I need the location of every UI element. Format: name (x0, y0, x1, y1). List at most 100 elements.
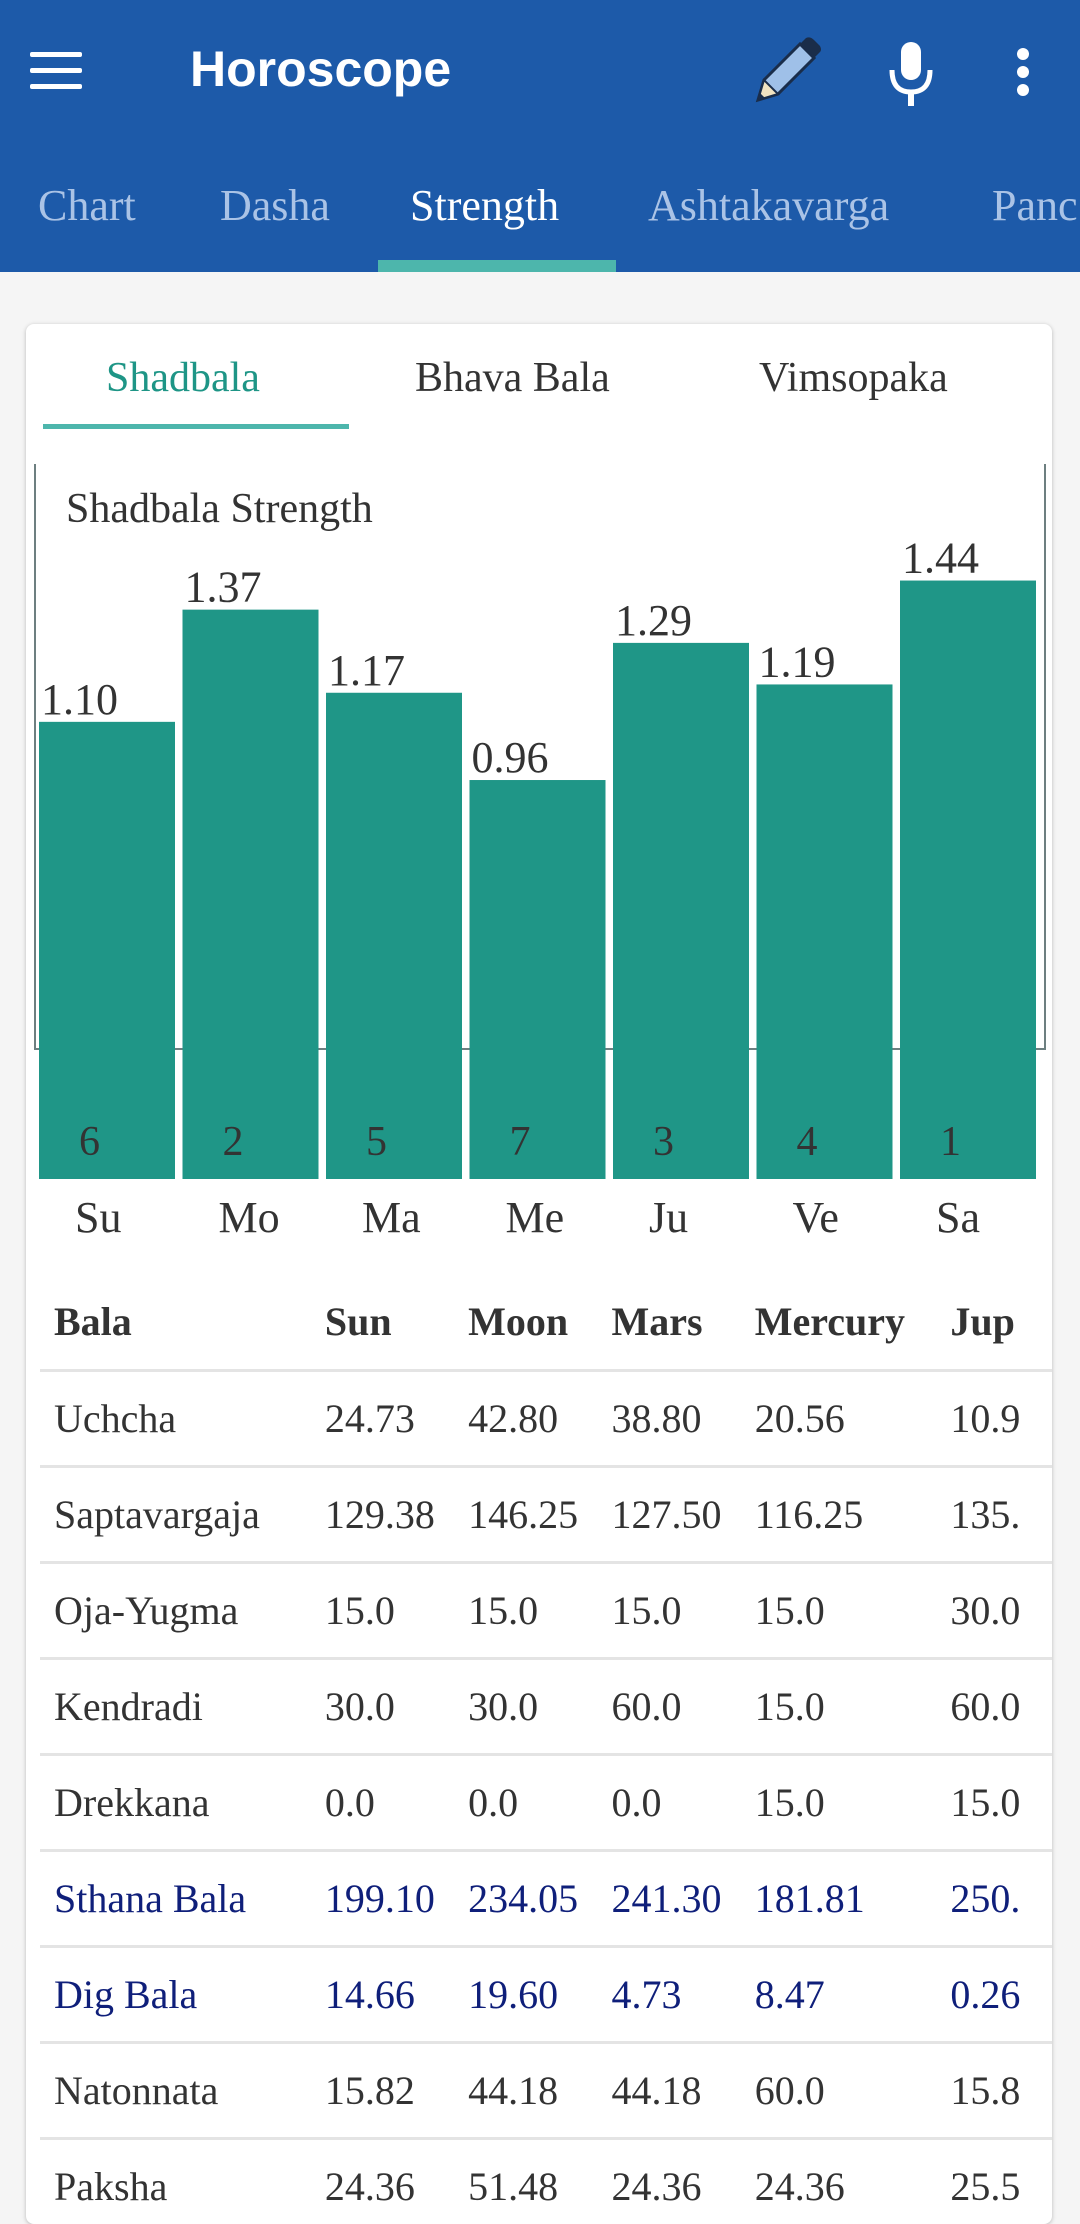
table-row: Saptavargaja 129.38 146.25 127.50 116.25 135. (40, 1466, 1052, 1564)
table-cell: 0.0 (597, 1754, 741, 1852)
table-cell: 24.73 (310, 1370, 455, 1468)
table-cell: 15.0 (597, 1562, 741, 1660)
shadbala-chart: Shadbala Strength 1.10 6 Su 1.37 2 Mo 1.17 5 Ma 0… (34, 464, 1046, 1242)
table-cell: 30.0 (454, 1658, 598, 1756)
bar-rank-label: 7 (510, 1119, 531, 1165)
table-cell: 0.0 (454, 1754, 598, 1852)
column-header: Mars (597, 1274, 741, 1372)
tab-panchang[interactable]: Panc (992, 181, 1078, 230)
subtab-vimsopaka[interactable]: Vimsopaka (759, 355, 948, 401)
bar-ma (326, 692, 462, 1179)
bar-rank-label: 5 (366, 1119, 387, 1165)
tab-indicator (378, 260, 616, 272)
x-tick-label: Mo (219, 1193, 280, 1242)
table-cell: 8.47 (740, 1946, 937, 2044)
row-label: Kendradi (40, 1658, 311, 1756)
table-cell: 14.66 (310, 1946, 455, 2044)
bar-value-label: 1.37 (185, 563, 262, 612)
x-tick-label: Sa (936, 1193, 980, 1242)
pencil-icon[interactable] (748, 34, 824, 110)
table-cell: 234.05 (454, 1850, 598, 1948)
tab-ashtakavarga[interactable]: Ashtakavarga (648, 181, 890, 230)
table-row: Kendradi 30.0 30.0 60.0 15.0 60.0 (40, 1658, 1052, 1756)
microphone-icon[interactable] (888, 40, 934, 110)
column-header: Sun (310, 1274, 455, 1372)
row-label: Natonnata (40, 2042, 311, 2140)
strength-card: Shadbala Bhava Bala Vimsopaka Shadbala S… (26, 324, 1052, 2224)
table-cell: 15.0 (936, 1754, 1052, 1852)
table-cell: 135. (936, 1466, 1052, 1564)
table-cell: 129.38 (310, 1466, 455, 1564)
bar-value-label: 1.29 (615, 596, 692, 645)
row-label: Drekkana (40, 1754, 311, 1852)
bar-mo (182, 609, 319, 1179)
table-cell: 60.0 (597, 1658, 741, 1756)
bar-value-label: 1.10 (41, 675, 118, 724)
more-vert-icon[interactable] (1005, 34, 1041, 110)
table-row: Oja-Yugma 15.0 15.0 15.0 15.0 30.0 (40, 1562, 1052, 1660)
subtab-bhava-bala[interactable]: Bhava Bala (415, 355, 610, 401)
x-tick-label: Su (75, 1193, 121, 1242)
menu-icon[interactable] (30, 52, 82, 92)
table-row: Paksha 24.36 51.48 24.36 24.36 25.5 (40, 2138, 1052, 2224)
bar-ve (756, 684, 893, 1179)
table-cell: 0.26 (936, 1946, 1052, 2044)
table-cell: 24.36 (310, 2138, 455, 2224)
table-cell: 20.56 (740, 1370, 937, 1468)
subtab-shadbala[interactable]: Shadbala (106, 355, 260, 401)
x-tick-label: Ma (362, 1193, 421, 1242)
table-cell: 24.36 (740, 2138, 937, 2224)
table-cell: 44.18 (597, 2042, 741, 2140)
row-label: Uchcha (40, 1370, 311, 1468)
row-label: Paksha (40, 2138, 311, 2224)
main-tabs: Chart Dasha Strength Ashtakavarga Panc (0, 150, 1080, 272)
table-cell: 38.80 (597, 1370, 741, 1468)
bar-sa (900, 580, 1036, 1179)
tab-strength[interactable]: Strength (410, 181, 560, 230)
chart-bars: 1.10 6 Su 1.37 2 Mo 1.17 5 Ma 0.96 7 Me 1.29 3 Ju 1.19 4… (39, 534, 1036, 1242)
table-cell: 15.82 (310, 2042, 455, 2140)
bar-value-label: 1.17 (328, 646, 405, 695)
column-header: Moon (454, 1274, 598, 1372)
bar-value-label: 0.96 (472, 733, 549, 782)
table-cell: 30.0 (310, 1658, 455, 1756)
table-cell: 60.0 (936, 1658, 1052, 1756)
chart-title: Shadbala Strength (66, 486, 373, 532)
bar-su (39, 721, 175, 1179)
table-row: Natonnata 15.82 44.18 44.18 60.0 15.8 (40, 2042, 1052, 2140)
bar-value-label: 1.19 (759, 637, 836, 686)
bala-table: Bala Sun Moon Mars Mercury Jup Uchcha 24.73 42.… (40, 1274, 1052, 2224)
table-cell: 60.0 (740, 2042, 937, 2140)
app-bar: Horoscope Chart Dasha Strength Ashtakava… (0, 0, 1080, 272)
tab-chart[interactable]: Chart (38, 181, 136, 230)
table-cell: 15.0 (740, 1754, 937, 1852)
table-cell: 19.60 (454, 1946, 598, 2044)
x-tick-label: Ve (793, 1193, 839, 1242)
table-row: Sthana Bala 199.10 234.05 241.30 181.81 250. (40, 1850, 1052, 1948)
bar-rank-label: 2 (223, 1119, 244, 1165)
table-cell: 10.9 (936, 1370, 1052, 1468)
table-row: Uchcha 24.73 42.80 38.80 20.56 10.9 (40, 1370, 1052, 1468)
table-cell: 4.73 (597, 1946, 741, 2044)
row-label: Saptavargaja (40, 1466, 311, 1564)
x-tick-label: Ju (649, 1193, 688, 1242)
table-cell: 199.10 (310, 1850, 455, 1948)
table-cell: 250. (936, 1850, 1052, 1948)
table-cell: 15.0 (454, 1562, 598, 1660)
table-cell: 24.36 (597, 2138, 741, 2224)
page-title: Horoscope (190, 41, 452, 97)
table-cell: 15.0 (740, 1562, 937, 1660)
table-cell: 25.5 (936, 2138, 1052, 2224)
table-header-row: Bala Sun Moon Mars Mercury Jup (40, 1274, 1052, 1372)
table-cell: 51.48 (454, 2138, 598, 2224)
table-cell: 127.50 (597, 1466, 741, 1564)
bar-value-label: 1.44 (902, 534, 979, 583)
column-header: Bala (40, 1274, 311, 1372)
x-tick-label: Me (506, 1193, 565, 1242)
table-cell: 0.0 (310, 1754, 455, 1852)
row-label: Oja-Yugma (40, 1562, 311, 1660)
bar-ju (613, 642, 749, 1179)
table-row: Drekkana 0.0 0.0 0.0 15.0 15.0 (40, 1754, 1052, 1852)
tab-dasha[interactable]: Dasha (220, 181, 330, 230)
table-cell: 30.0 (936, 1562, 1052, 1660)
